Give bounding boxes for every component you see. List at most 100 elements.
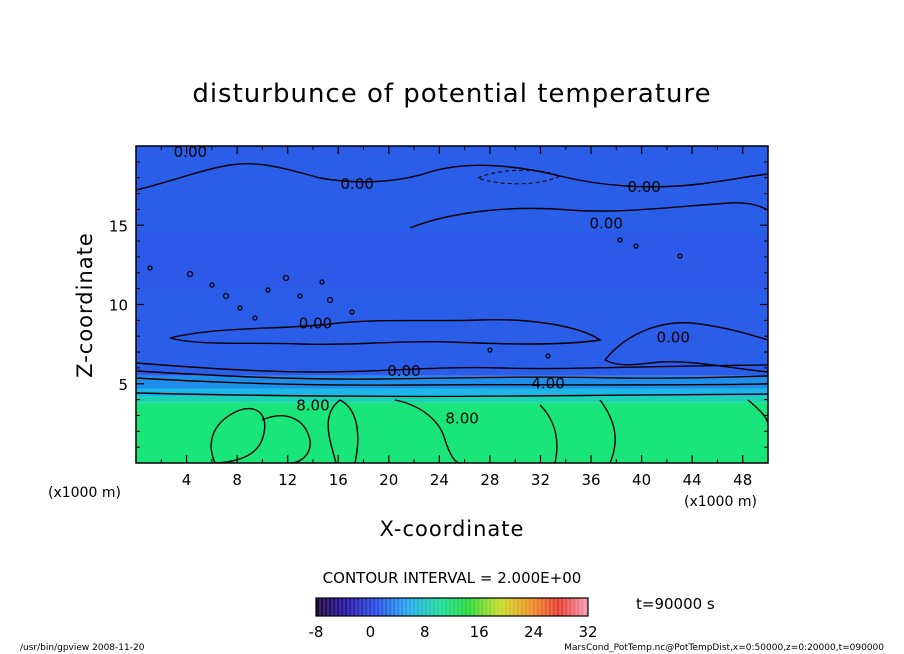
colorbar-swatch (556, 598, 561, 616)
contour-island (147, 265, 153, 271)
contour-island (617, 237, 623, 243)
colorbar-swatch (544, 598, 549, 616)
colorbar-swatch (328, 598, 333, 616)
contour-island (222, 292, 230, 300)
y-axis-title: Z-coordinate (73, 232, 97, 378)
colorbar-swatch (512, 598, 517, 616)
colorbar-swatch (484, 598, 489, 616)
contour-label: 0.00 (174, 143, 207, 161)
y-tick-label: 10 (109, 297, 128, 315)
colorbar-swatch (448, 598, 453, 616)
contour-line (136, 377, 768, 386)
contour-island (186, 270, 194, 278)
colorbar-frame (315, 597, 589, 617)
field-band (136, 233, 768, 289)
colorbar-tick-label: 24 (524, 623, 543, 641)
colorbar-swatch (476, 598, 481, 616)
colorbar-tick-label: 32 (578, 623, 597, 641)
colorbar-swatch (524, 598, 529, 616)
colorbar-swatch (384, 598, 389, 616)
colorbar-swatch (376, 598, 381, 616)
footer-data-source: MarsCond_PotTemp.nc@PotTempDist,x=0:5000… (564, 643, 884, 653)
contour-island (349, 309, 355, 315)
y-tick-label: 5 (118, 376, 128, 394)
colorbar-swatch (492, 598, 497, 616)
x-tick-label: 32 (531, 471, 550, 489)
colorbar-swatch (324, 598, 329, 616)
y-tick-label: 15 (109, 217, 128, 235)
contour-island (545, 353, 551, 359)
contour-line (599, 399, 616, 463)
colorbar-swatch (352, 598, 357, 616)
contour-label: 0.00 (656, 329, 689, 347)
colorbar-swatch (464, 598, 469, 616)
colorbar-swatch (568, 598, 573, 616)
contour-interval-label: CONTOUR INTERVAL = 2.000E+00 (323, 569, 582, 587)
colorbar-swatch (432, 598, 437, 616)
contour-island (326, 296, 334, 304)
colorbar-swatch (472, 598, 477, 616)
contour-island (487, 347, 493, 353)
colorbar-swatch (416, 598, 421, 616)
colorbar-swatch (560, 598, 565, 616)
contour-line (261, 415, 311, 463)
colorbar-swatch (444, 598, 449, 616)
chart-title: disturbunce of potential temperature (192, 79, 711, 109)
x-tick-label: 44 (683, 471, 702, 489)
colorbar-swatch (540, 598, 545, 616)
colorbar-tick-label: 0 (366, 623, 376, 641)
colorbar-swatch (452, 598, 457, 616)
x-tick-label: 48 (733, 471, 752, 489)
contour-island (282, 274, 290, 282)
contour-line (169, 319, 602, 346)
colorbar-swatch (440, 598, 445, 616)
colorbar-swatch (580, 598, 585, 616)
contour-island (252, 315, 258, 321)
contour-line (136, 362, 768, 373)
contour-island (297, 293, 303, 299)
x-tick-label: 28 (480, 471, 499, 489)
x-tick-label: 16 (329, 471, 348, 489)
field-layer-1 (136, 396, 768, 403)
x-tick-label: 36 (581, 471, 600, 489)
contour-island (209, 282, 215, 288)
colorbar-swatch (424, 598, 429, 616)
colorbar-swatch (380, 598, 385, 616)
colorbar-swatch (412, 598, 417, 616)
field-layer-2 (136, 388, 768, 397)
colorbar-swatch (368, 598, 373, 616)
colorbar-swatch (520, 598, 525, 616)
time-label: t=90000 s (636, 595, 715, 613)
colorbar-swatch (388, 598, 393, 616)
colorbar-swatch (332, 598, 337, 616)
colorbar-swatch (516, 598, 521, 616)
colorbar-tick-label: 16 (470, 623, 489, 641)
contour-line (136, 392, 768, 398)
contour-line (539, 404, 558, 463)
contour-island (237, 305, 243, 311)
contour-island (319, 279, 325, 285)
colorbar-swatch (508, 598, 513, 616)
colorbar-swatch (528, 598, 533, 616)
x-unit-left: (x1000 m) (48, 485, 121, 501)
contour-label: 0.00 (387, 362, 420, 380)
colorbar-swatch (408, 598, 413, 616)
contour-label: 8.00 (296, 397, 329, 415)
colorbar-tick-label: 8 (420, 623, 430, 641)
x-tick-label: 40 (632, 471, 651, 489)
colorbar-swatch (348, 598, 353, 616)
x-tick-label: 20 (379, 471, 398, 489)
colorbar-swatch (364, 598, 369, 616)
colorbar-swatch (572, 598, 577, 616)
x-axis-title: X-coordinate (380, 517, 525, 541)
colorbar-swatch (356, 598, 361, 616)
contour-line (136, 162, 768, 191)
colorbar-swatch (360, 598, 365, 616)
colorbar-swatch (496, 598, 501, 616)
contour-island (265, 287, 271, 293)
colorbar-swatch (552, 598, 557, 616)
x-unit-right: (x1000 m) (684, 494, 757, 510)
colorbar-swatch (372, 598, 377, 616)
contour-line (210, 407, 266, 463)
colorbar-swatch (564, 598, 569, 616)
